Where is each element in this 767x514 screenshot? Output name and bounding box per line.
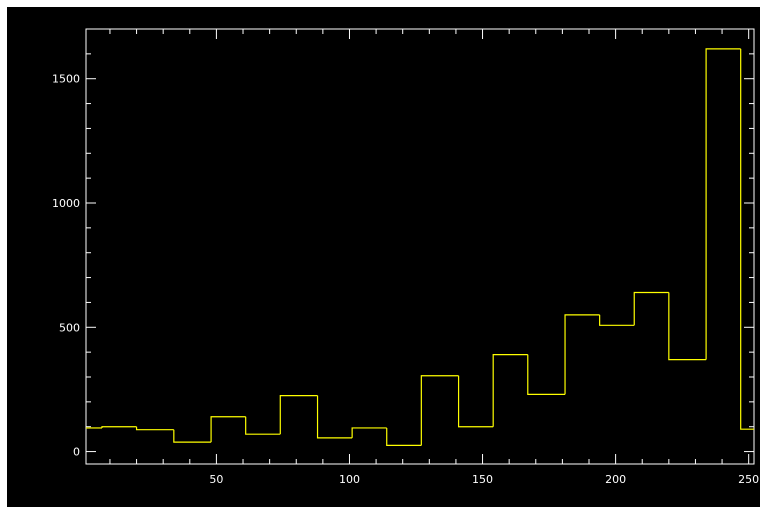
histogram-bin	[420, 375, 459, 446]
x-tick-label: 200	[605, 473, 626, 486]
histogram-bin	[135, 426, 174, 431]
histogram-bin	[740, 48, 754, 430]
x-tick-label: 150	[472, 473, 493, 486]
histogram-bin	[564, 314, 600, 395]
histogram-bin	[210, 416, 246, 443]
plot-window	[7, 7, 760, 507]
x-tick-label: 50	[209, 473, 223, 486]
axes-frame	[85, 28, 755, 465]
y-tick-label: 500	[59, 321, 80, 334]
ticks-group	[86, 28, 754, 464]
histogram-bin	[599, 314, 635, 326]
tick-labels: 50 100 150 200 250 0 500 1000 1500	[52, 73, 759, 486]
axes-group	[85, 28, 755, 465]
histogram-bin	[173, 429, 212, 443]
histogram-bin	[101, 426, 137, 428]
y-tick-label: 0	[73, 446, 80, 459]
y-tick-label: 1500	[52, 73, 80, 86]
histogram-bin	[492, 354, 528, 427]
histogram-bin	[351, 427, 387, 438]
histogram-bin	[279, 395, 318, 435]
histogram-bin	[705, 48, 741, 360]
histogram-bins	[86, 48, 754, 446]
histogram-bin	[316, 395, 353, 439]
histogram-bin	[245, 416, 281, 435]
x-tick-label: 250	[738, 473, 759, 486]
histogram-bin	[527, 354, 566, 395]
histogram-bin	[633, 291, 669, 326]
histogram-bin	[386, 427, 422, 446]
histogram-bin	[457, 375, 494, 428]
x-tick-label: 100	[339, 473, 360, 486]
histogram-bin	[668, 292, 707, 361]
y-tick-label: 1000	[52, 197, 80, 210]
